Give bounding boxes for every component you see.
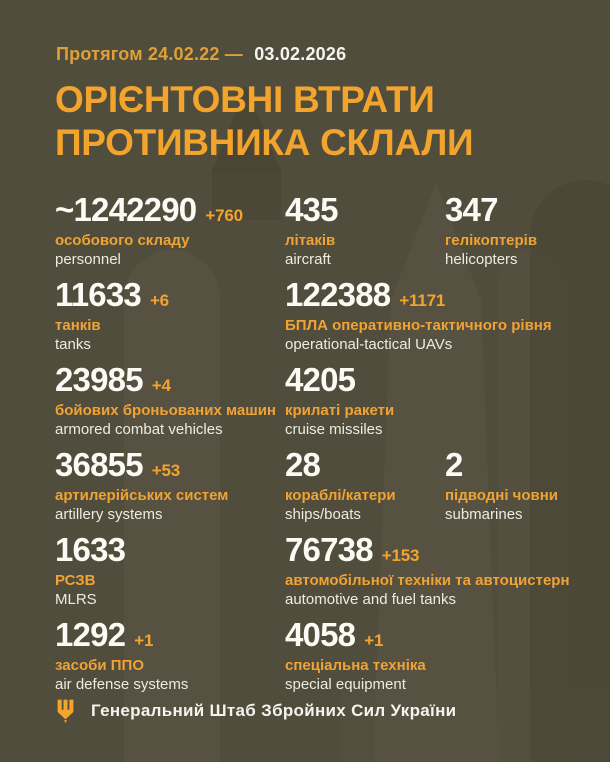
stat-value: 36855 (55, 446, 144, 483)
stat-air-defense: 1292 +1 засоби ППО air defense systems (55, 615, 285, 700)
date-range: Протягом 24.02.22 — 03.02.2026 (56, 44, 346, 65)
stat-delta: +53 (151, 461, 181, 480)
stat-special-equipment: 4058 +1 спеціальна техніка special equipm… (285, 615, 603, 700)
stat-label-ua: РСЗВ (55, 572, 96, 589)
page-title-line1: ОРІЄНТОВНІ ВТРАТИ (55, 79, 435, 120)
stat-label-en: personnel (55, 251, 121, 268)
stat-value: 435 (285, 191, 338, 228)
stat-delta: +4 (151, 376, 171, 395)
stat-delta: +760 (205, 206, 243, 225)
stat-artillery: 36855 +53 артилерійських систем artillery… (55, 445, 285, 530)
stat-label-ua: літаків (285, 232, 336, 249)
stat-value: 1292 (55, 616, 126, 653)
page-title-line2: ПРОТИВНИКА СКЛАЛИ (55, 122, 474, 163)
footer-org-name: Генеральний Штаб Збройних Сил України (91, 701, 457, 720)
stat-label-ua: артилерійських систем (55, 487, 229, 504)
stat-armored-vehicles: 23985 +4 бойових броньованих машин armore… (55, 360, 285, 445)
stat-delta: +6 (149, 291, 169, 310)
stat-uavs: 122388 +1171 БПЛА оперативно-тактичного р… (285, 275, 603, 360)
stat-label-en: artillery systems (55, 506, 163, 523)
footer: Генеральний Штаб Збройних Сил України (55, 698, 456, 724)
stat-value: 11633 (55, 276, 142, 313)
stat-personnel: ~1242290 +760 особового складу personnel (55, 190, 285, 275)
stat-submarines: 2 підводні човни submarines (445, 445, 603, 530)
stat-label-en: air defense systems (55, 676, 189, 693)
stat-label-ua: бойових броньованих машин (55, 402, 276, 419)
stat-value: 23985 (55, 361, 144, 398)
stat-label-en: armored combat vehicles (55, 421, 223, 438)
stat-value: 347 (445, 191, 498, 228)
stat-label-en: aircraft (285, 251, 331, 268)
stat-delta: +1 (364, 631, 384, 650)
stat-label-en: helicopters (445, 251, 518, 268)
stat-label-en: special equipment (285, 676, 406, 693)
stat-label-en: ships/boats (285, 506, 361, 523)
stat-label-en: automotive and fuel tanks (285, 591, 456, 608)
stat-helicopters: 347 гелікоптерів helicopters (445, 190, 603, 275)
page-title: ОРІЄНТОВНІ ВТРАТИ ПРОТИВНИКА СКЛАЛИ (55, 78, 474, 164)
stat-label-ua: автомобільної техніки та автоцистерн (285, 572, 570, 589)
stat-label-ua: крилаті ракети (285, 402, 395, 419)
stat-label-ua: кораблі/катери (285, 487, 396, 504)
stats-grid: ~1242290 +760 особового складу personnel … (55, 190, 603, 700)
stat-aircraft: 435 літаків aircraft (285, 190, 445, 275)
stat-value: 1633 (55, 531, 126, 568)
stat-value: 28 (285, 446, 321, 483)
date-current: 03.02.2026 (254, 44, 347, 64)
stat-label-ua: гелікоптерів (445, 232, 538, 249)
stat-delta: +153 (381, 546, 420, 565)
stat-label-ua: спеціальна техніка (285, 657, 426, 674)
stat-label-ua: танків (55, 317, 101, 334)
date-range-prefix: Протягом 24.02.22 — (56, 44, 243, 64)
stat-label-en: operational-tactical UAVs (285, 336, 453, 353)
stat-label-ua: засоби ППО (55, 657, 144, 674)
stat-label-en: MLRS (55, 591, 97, 608)
stat-ships: 28 кораблі/катери ships/boats (285, 445, 445, 530)
stat-label-ua: особового складу (55, 232, 190, 249)
stat-value: 76738 (285, 531, 374, 568)
stat-value: 2 (445, 446, 463, 483)
stat-mlrs: 1633 РСЗВ MLRS (55, 530, 285, 615)
stat-cruise-missiles: 4205 крилаті ракети cruise missiles (285, 360, 603, 445)
trident-icon (57, 699, 74, 723)
stat-delta: +1171 (399, 291, 446, 310)
stat-value: 122388 (285, 276, 391, 313)
stat-value: 4058 (285, 616, 356, 653)
stat-delta: +1 (134, 631, 154, 650)
stat-label-ua: БПЛА оперативно-тактичного рівня (285, 317, 552, 334)
stat-value: ~1242290 (55, 191, 197, 228)
stat-label-en: submarines (445, 506, 523, 523)
stat-tanks: 11633 +6 танків tanks (55, 275, 285, 360)
stat-label-ua: підводні човни (445, 487, 559, 504)
stat-label-en: cruise missiles (285, 421, 383, 438)
stat-automotive: 76738 +153 автомобільної техніки та автоц… (285, 530, 603, 615)
stat-value: 4205 (285, 361, 356, 398)
stat-label-en: tanks (55, 336, 91, 353)
